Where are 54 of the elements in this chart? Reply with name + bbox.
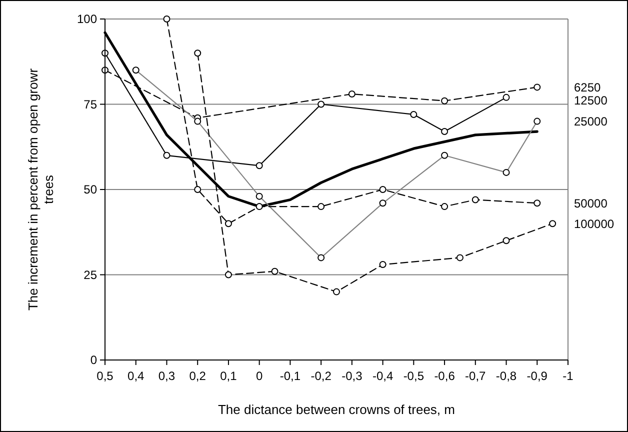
- point: [163, 152, 170, 159]
- y-tick-label: 75: [84, 97, 98, 112]
- x-tick-label: -0,6: [434, 369, 456, 383]
- x-tick-label: 0,4: [128, 369, 145, 383]
- point: [441, 128, 448, 136]
- x-tick-label: -0,8: [496, 369, 517, 383]
- point: [472, 196, 479, 204]
- point: [256, 162, 263, 170]
- point: [224, 220, 232, 228]
- point: [224, 271, 232, 278]
- x-tick-label: 0,3: [158, 369, 176, 383]
- point: [441, 203, 448, 210]
- point: [441, 97, 448, 104]
- point: [379, 261, 386, 268]
- point: [194, 50, 202, 57]
- y-tick-label: 100: [76, 12, 98, 26]
- series-label: 100000: [574, 216, 614, 231]
- point: [534, 200, 541, 207]
- x-tick-label: -0,3: [342, 369, 363, 383]
- point: [379, 186, 386, 193]
- text: 25000: [574, 114, 608, 128]
- point: [502, 237, 510, 244]
- x-tick-label: 0,5: [96, 369, 114, 383]
- x-tick-label: -1: [562, 369, 574, 383]
- point: [502, 94, 510, 101]
- x-tick-label: -0,9: [526, 369, 548, 383]
- point: [194, 186, 202, 193]
- text: 50000: [574, 196, 608, 210]
- point: [333, 288, 340, 296]
- point: [410, 110, 418, 118]
- point: [456, 254, 464, 262]
- x-axis-title: The dictance between crowns of trees, m: [218, 402, 456, 417]
- text: 6250: [574, 80, 602, 94]
- y-axis-title: The increment in percent from open growr trees: [25, 68, 56, 311]
- text: 12500: [574, 93, 608, 108]
- point: [271, 268, 278, 275]
- point: [256, 203, 263, 210]
- point: [163, 16, 170, 22]
- point: [549, 220, 556, 228]
- y-tick-label: 50: [84, 182, 98, 197]
- x-tick-label: -0,2: [310, 369, 332, 383]
- x-tick-label: 0: [256, 369, 263, 383]
- point: [318, 100, 325, 108]
- x-tick-label: -0,1: [280, 369, 301, 383]
- y-tick-label: 0: [90, 353, 98, 368]
- x-tick-label: -0,5: [403, 369, 424, 383]
- point: [534, 84, 541, 91]
- point: [318, 203, 325, 210]
- x-tick-label: 0,2: [189, 369, 206, 383]
- x-tick-label: -0,4: [372, 369, 394, 383]
- x-tick-label: -0,7: [465, 369, 486, 383]
- y-tick-label: 25: [84, 268, 98, 282]
- x-tick-label: 0,1: [220, 369, 238, 383]
- point: [348, 90, 356, 98]
